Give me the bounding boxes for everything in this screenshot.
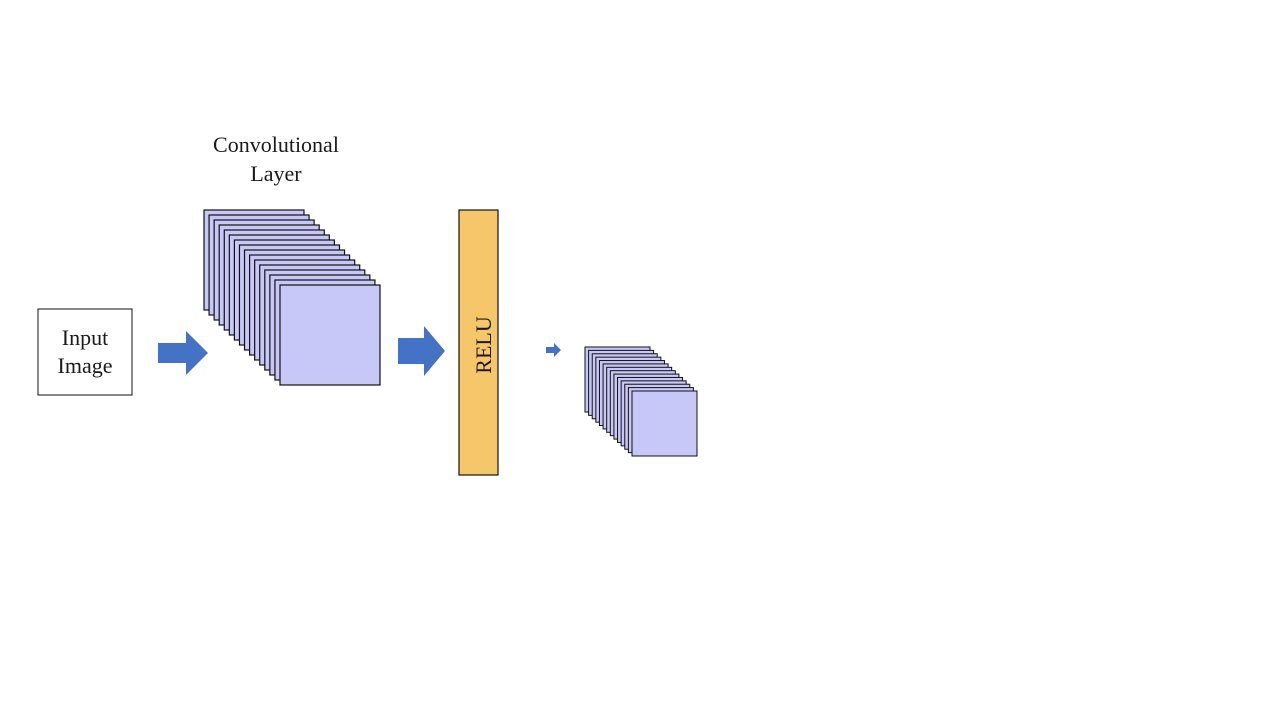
input-image-block: Input Image (37, 308, 133, 396)
input-image-label-line2: Image (58, 353, 113, 378)
conv-layer-title-line2: Layer (250, 161, 302, 186)
feature-map-layer (279, 284, 381, 386)
feature-map-layer (631, 390, 698, 457)
conv-layer-title-line1: Convolutional (213, 132, 339, 157)
relu-label: RELU (471, 316, 496, 374)
output-feature-map-stack (584, 346, 698, 457)
relu-block: RELU (458, 209, 499, 476)
arrow-right-icon (398, 326, 445, 376)
input-image-label-line1: Input (62, 325, 108, 350)
arrow-right-icon (546, 343, 561, 357)
arrow-right-icon (158, 331, 208, 375)
relu-bar (458, 209, 499, 476)
conv-feature-map-stack (203, 209, 381, 386)
input-image-box (37, 308, 133, 396)
